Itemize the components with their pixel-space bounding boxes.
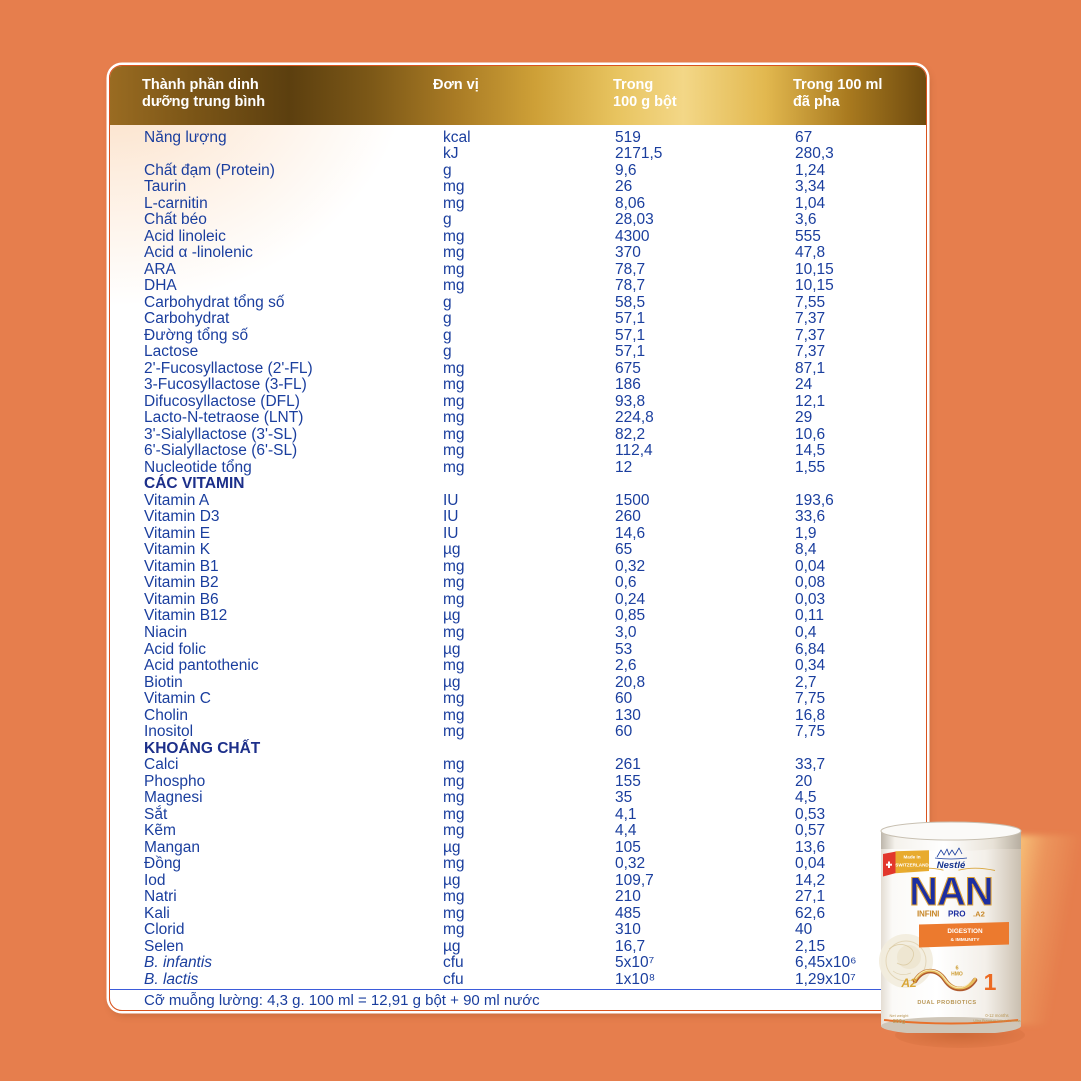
svg-text:PRO: PRO bbox=[948, 910, 966, 919]
svg-text:0-12 months: 0-12 months bbox=[985, 1013, 1008, 1018]
svg-text:NAN: NAN bbox=[909, 870, 993, 914]
svg-text:HMO: HMO bbox=[951, 972, 963, 978]
svg-text:Ultra Premium Infant Formula: Ultra Premium Infant Formula bbox=[973, 1019, 1020, 1023]
svg-text:& IMMUNITY: & IMMUNITY bbox=[950, 937, 980, 943]
svg-text:INFINI: INFINI bbox=[917, 910, 939, 919]
svg-text:Made in: Made in bbox=[903, 855, 920, 860]
svg-text:Net weight: Net weight bbox=[890, 1013, 910, 1018]
svg-text:DUAL PROBIOTICS: DUAL PROBIOTICS bbox=[917, 1000, 976, 1006]
svg-text:SWITZERLAND: SWITZERLAND bbox=[895, 863, 929, 868]
svg-text:800g: 800g bbox=[893, 1019, 905, 1025]
svg-text:.A2: .A2 bbox=[973, 910, 985, 919]
svg-text:A2: A2 bbox=[900, 976, 917, 990]
svg-text:DIGESTION: DIGESTION bbox=[947, 928, 983, 935]
svg-text:1: 1 bbox=[984, 969, 997, 995]
